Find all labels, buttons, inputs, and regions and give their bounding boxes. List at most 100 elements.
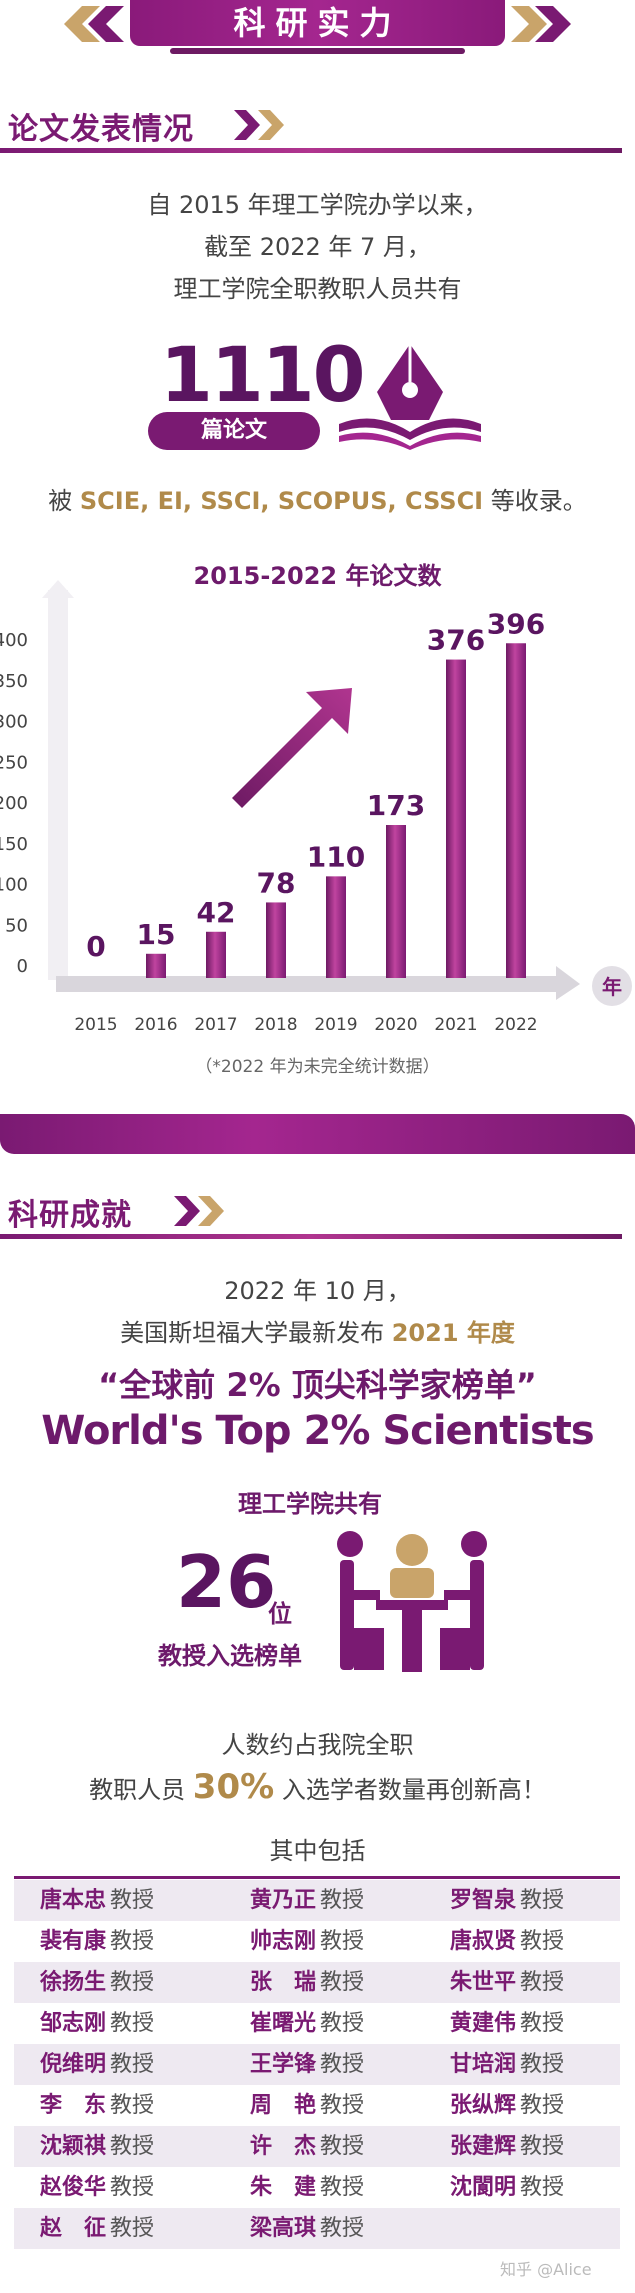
professor-name: 徐扬生	[40, 1970, 107, 1995]
section-title: 论文发表情况	[8, 112, 194, 147]
professor-title: 教授	[520, 2134, 565, 2159]
professor-title: 教授	[320, 2052, 365, 2077]
names-top-rule	[14, 1876, 620, 1879]
intro-line-2: 截至 2022 年 7 月，	[204, 233, 431, 261]
y-ticks: 0 50 100 150 200 250 300 350 400	[0, 630, 28, 977]
achieve-source-year: 2021 年度	[391, 1319, 515, 1347]
left-chevrons-icon	[64, 6, 124, 42]
x-axis-unit-badge	[592, 966, 632, 1006]
professor-title: 教授	[110, 2216, 155, 2241]
professor-entry: 帅志刚 教授	[250, 1921, 364, 1962]
professor-name: 赵 征	[40, 2216, 107, 2241]
x-tick-label: 2018	[254, 1015, 297, 1035]
professor-name: 梁高琪	[250, 2216, 317, 2241]
bar-2018	[266, 902, 286, 978]
trend-arrow-icon	[232, 688, 352, 808]
right-chevrons-icon	[511, 6, 571, 42]
professor-title: 教授	[320, 2011, 365, 2036]
paper-bar-chart: 年 0 50 100 150 200 250 300 350 400 0 15 42 78 110173…	[0, 580, 632, 1035]
professor-title: 教授	[110, 1888, 155, 1913]
professor-name: 周 艳	[250, 2093, 317, 2118]
professor-name: 倪维明	[40, 2052, 107, 2077]
x-axis-label: 年	[602, 975, 622, 999]
professor-title: 教授	[110, 1970, 155, 1995]
headline-cn: “全球前 2% 顶尖科学家榜单”	[98, 1366, 537, 1404]
paper-unit-pill: 篇论文	[148, 412, 320, 450]
bar-2021	[446, 659, 466, 978]
professor-name: 朱 建	[250, 2175, 317, 2200]
section-chevrons-icon	[174, 1196, 224, 1226]
section-rule	[0, 148, 622, 153]
professor-name: 崔曙光	[250, 2011, 317, 2036]
professor-title: 教授	[520, 2093, 565, 2118]
section-title: 科研成就	[8, 1198, 132, 1233]
x-ticks: 2015 2016 2017 2018 2019 2020 2021 2022	[74, 1015, 537, 1035]
top-banner: 科研实力	[0, 0, 635, 62]
scientist-count-unit: 位	[268, 1600, 292, 1628]
professor-name: 沈閬明	[450, 2175, 517, 2200]
bar-value-label: 110	[307, 840, 365, 873]
professor-title: 教授	[110, 2052, 155, 2077]
professor-title: 教授	[520, 2052, 565, 2077]
bar-value-label: 396	[487, 607, 545, 640]
professor-title: 教授	[520, 1929, 565, 1954]
professor-name: 朱世平	[450, 1970, 517, 1995]
professor-title: 教授	[320, 2216, 365, 2241]
y-tick-label: 300	[0, 712, 28, 733]
indexed-prefix: 被	[48, 487, 80, 515]
section-divider-band	[0, 1114, 635, 1154]
professor-entry: 唐叔贤 教授	[450, 1921, 564, 1962]
professor-entry: 梁高琪 教授	[250, 2208, 364, 2249]
chart-title: 2015-2022 年论文数	[193, 562, 442, 590]
indexed-line: 被 SCIE, EI, SSCI, SCOPUS, CSSCI 等收录。	[0, 484, 635, 518]
section-rule	[0, 1234, 622, 1239]
professor-row: 唐本忠 教授 黄乃正 教授 罗智泉 教授	[14, 1880, 620, 1921]
bar-value-label: 78	[257, 866, 296, 899]
professor-entry: 沈閬明 教授	[450, 2167, 564, 2208]
professor-row: 邹志刚 教授 崔曙光 教授 黄建伟 教授	[14, 2003, 620, 2044]
professor-title: 教授	[520, 1970, 565, 1995]
professor-entry: 张纵辉 教授	[450, 2085, 564, 2126]
professor-name: 唐本忠	[40, 1888, 107, 1913]
bar-value-label: 15	[137, 918, 176, 951]
banner-underline	[170, 48, 465, 54]
has-label: 理工学院共有	[238, 1490, 382, 1518]
meeting-people-icon	[337, 1531, 487, 1672]
ratio-line-1: 人数约占我院全职	[221, 1731, 414, 1759]
x-axis-panel	[56, 976, 560, 992]
banner-title: 科研实力	[130, 0, 505, 46]
indexed-dbs: SCIE, EI, SSCI, SCOPUS, CSSCI	[79, 487, 484, 515]
professor-entry: 崔曙光 教授	[250, 2003, 364, 2044]
professor-entry: 张建辉 教授	[450, 2126, 564, 2167]
professor-name: 张建辉	[450, 2134, 517, 2159]
professor-name: 黄建伟	[450, 2011, 517, 2036]
professor-title: 教授	[520, 2175, 565, 2200]
professor-name: 李 东	[40, 2093, 107, 2118]
professor-title: 教授	[320, 2093, 365, 2118]
y-tick-label: 50	[5, 915, 28, 936]
professor-name: 帅志刚	[250, 1929, 317, 1954]
y-tick-label: 250	[0, 752, 28, 773]
professor-entry: 黄乃正 教授	[250, 1880, 364, 1921]
x-tick-label: 2015	[74, 1015, 117, 1035]
x-axis-arrow	[556, 966, 580, 1000]
professor-entry: 黄建伟 教授	[450, 2003, 564, 2044]
professor-name: 裴有康	[40, 1929, 107, 1954]
y-axis-panel	[48, 590, 68, 980]
scientist-count: 26	[176, 1540, 277, 1624]
y-tick-label: 150	[0, 834, 28, 855]
professor-title: 教授	[520, 2011, 565, 2036]
professor-entry: 沈颖祺 教授	[40, 2126, 154, 2167]
y-axis-arrow	[42, 580, 74, 598]
professor-entry: 王学锋 教授	[250, 2044, 364, 2085]
x-tick-label: 2020	[374, 1015, 417, 1035]
professor-entry: 甘培润 教授	[450, 2044, 564, 2085]
achieve-date: 2022 年 10 月，	[224, 1277, 411, 1305]
bar-2019	[326, 876, 346, 978]
professor-title: 教授	[520, 1888, 565, 1913]
professor-title: 教授	[110, 2093, 155, 2118]
professor-entry: 朱世平 教授	[450, 1962, 564, 2003]
section-head-papers: 论文发表情况	[0, 104, 635, 154]
professor-name: 王学锋	[250, 2052, 317, 2077]
professor-title: 教授	[110, 2175, 155, 2200]
